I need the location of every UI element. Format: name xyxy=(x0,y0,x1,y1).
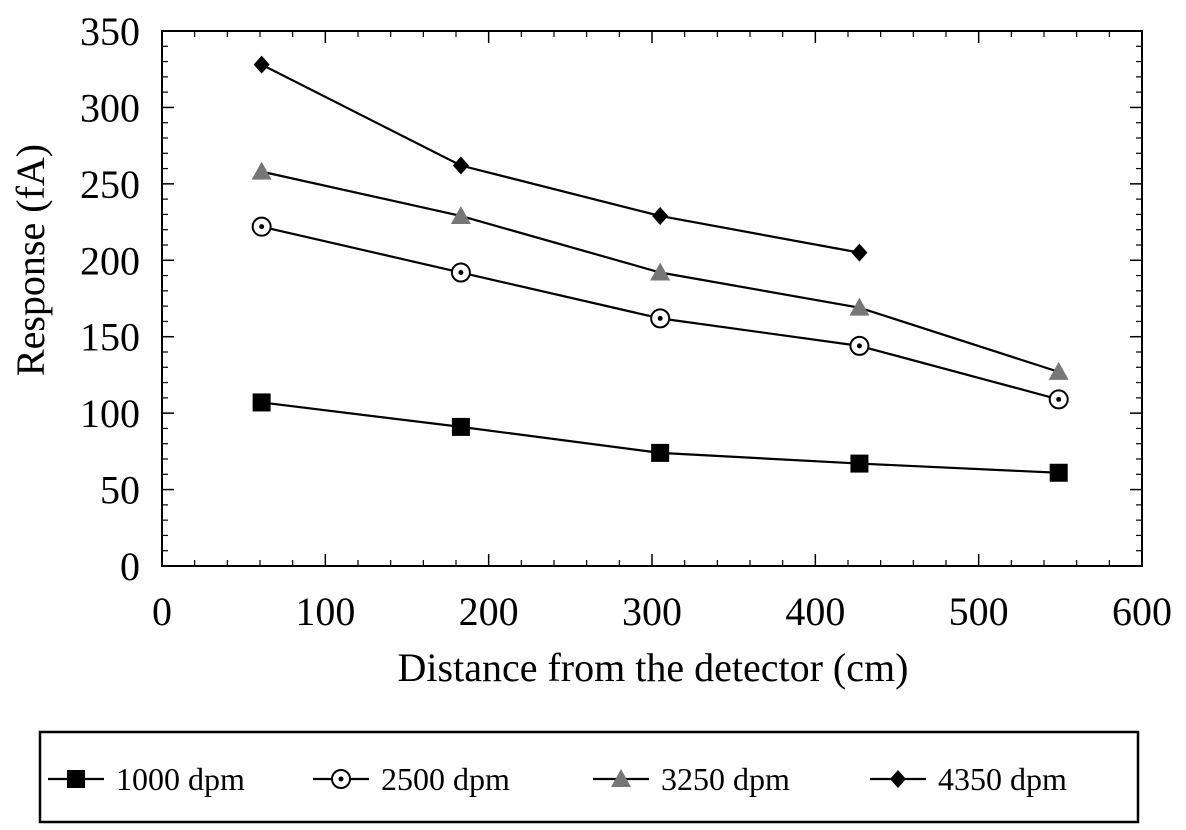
data-point xyxy=(849,297,870,316)
legend-marker xyxy=(611,769,631,787)
legend-item-2: 3250 dpm xyxy=(593,761,790,797)
y-tick-label: 250 xyxy=(80,162,140,207)
legend-label: 1000 dpm xyxy=(116,761,245,797)
legend-marker xyxy=(890,770,906,788)
legend-item-3: 4350 dpm xyxy=(870,761,1067,797)
plot-frame xyxy=(161,30,1143,567)
legend-label: 3250 dpm xyxy=(661,761,790,797)
data-point xyxy=(652,206,669,225)
x-tick-label: 600 xyxy=(1112,589,1172,634)
x-tick-label: 500 xyxy=(949,589,1009,634)
x-tick-label: 0 xyxy=(152,589,172,634)
legend-marker xyxy=(331,769,351,789)
series-3 xyxy=(253,55,868,262)
data-point xyxy=(251,161,272,180)
circle-marker-dot xyxy=(259,224,265,230)
data-point xyxy=(851,243,868,262)
legend: 1000 dpm 2500 dpm 3250 dpm 4350 dpm xyxy=(48,761,1067,797)
data-point xyxy=(650,262,671,281)
x-tick-label: 200 xyxy=(459,589,519,634)
data-point xyxy=(452,156,469,175)
data-point xyxy=(451,417,470,436)
data-point xyxy=(1048,389,1069,410)
data-point xyxy=(651,443,670,462)
data-point xyxy=(850,454,869,473)
y-tick-label: 150 xyxy=(80,315,140,360)
x-tick-label: 100 xyxy=(295,589,355,634)
x-tick-label: 300 xyxy=(622,589,682,634)
data-point xyxy=(450,262,471,283)
data-point xyxy=(1049,463,1068,482)
data-point xyxy=(1048,361,1069,380)
y-tick-label: 200 xyxy=(80,238,140,283)
data-point xyxy=(849,335,870,356)
series-lines xyxy=(251,55,1069,482)
data-point xyxy=(650,308,671,329)
legend-label: 4350 dpm xyxy=(938,761,1067,797)
y-axis-label: Response (fA) xyxy=(8,144,53,376)
y-tick-label: 50 xyxy=(100,468,140,513)
series-1 xyxy=(251,216,1069,410)
circle-marker-dot xyxy=(458,270,464,276)
circle-marker-dot xyxy=(856,343,862,349)
plot-area-border xyxy=(161,30,1143,567)
data-point xyxy=(450,205,471,224)
data-point xyxy=(253,55,270,74)
y-tick-label: 350 xyxy=(80,9,140,54)
series-line xyxy=(261,63,860,254)
data-point xyxy=(251,216,272,237)
x-axis-label: Distance from the detector (cm) xyxy=(398,645,909,690)
legend-item-1: 2500 dpm xyxy=(313,761,510,797)
circle-marker-dot xyxy=(657,315,663,321)
y-tick-label: 300 xyxy=(80,85,140,130)
series-0 xyxy=(252,393,1068,482)
series-line xyxy=(261,401,1059,474)
axis-ticks: 0 100 200 300 400 500 600 0 50 100 150 200 250 300 350 xyxy=(80,9,1172,634)
y-tick-label: 100 xyxy=(80,391,140,436)
legend-box xyxy=(38,730,1140,824)
y-tick-label: 0 xyxy=(120,544,140,589)
legend-label: 2500 dpm xyxy=(381,761,510,797)
series-2 xyxy=(251,161,1069,380)
legend-item-0: 1000 dpm xyxy=(48,761,245,797)
legend-marker xyxy=(67,770,85,788)
circle-marker-dot xyxy=(338,776,344,782)
circle-marker-dot xyxy=(1056,396,1062,402)
x-tick-label: 400 xyxy=(785,589,845,634)
data-point xyxy=(252,393,271,412)
